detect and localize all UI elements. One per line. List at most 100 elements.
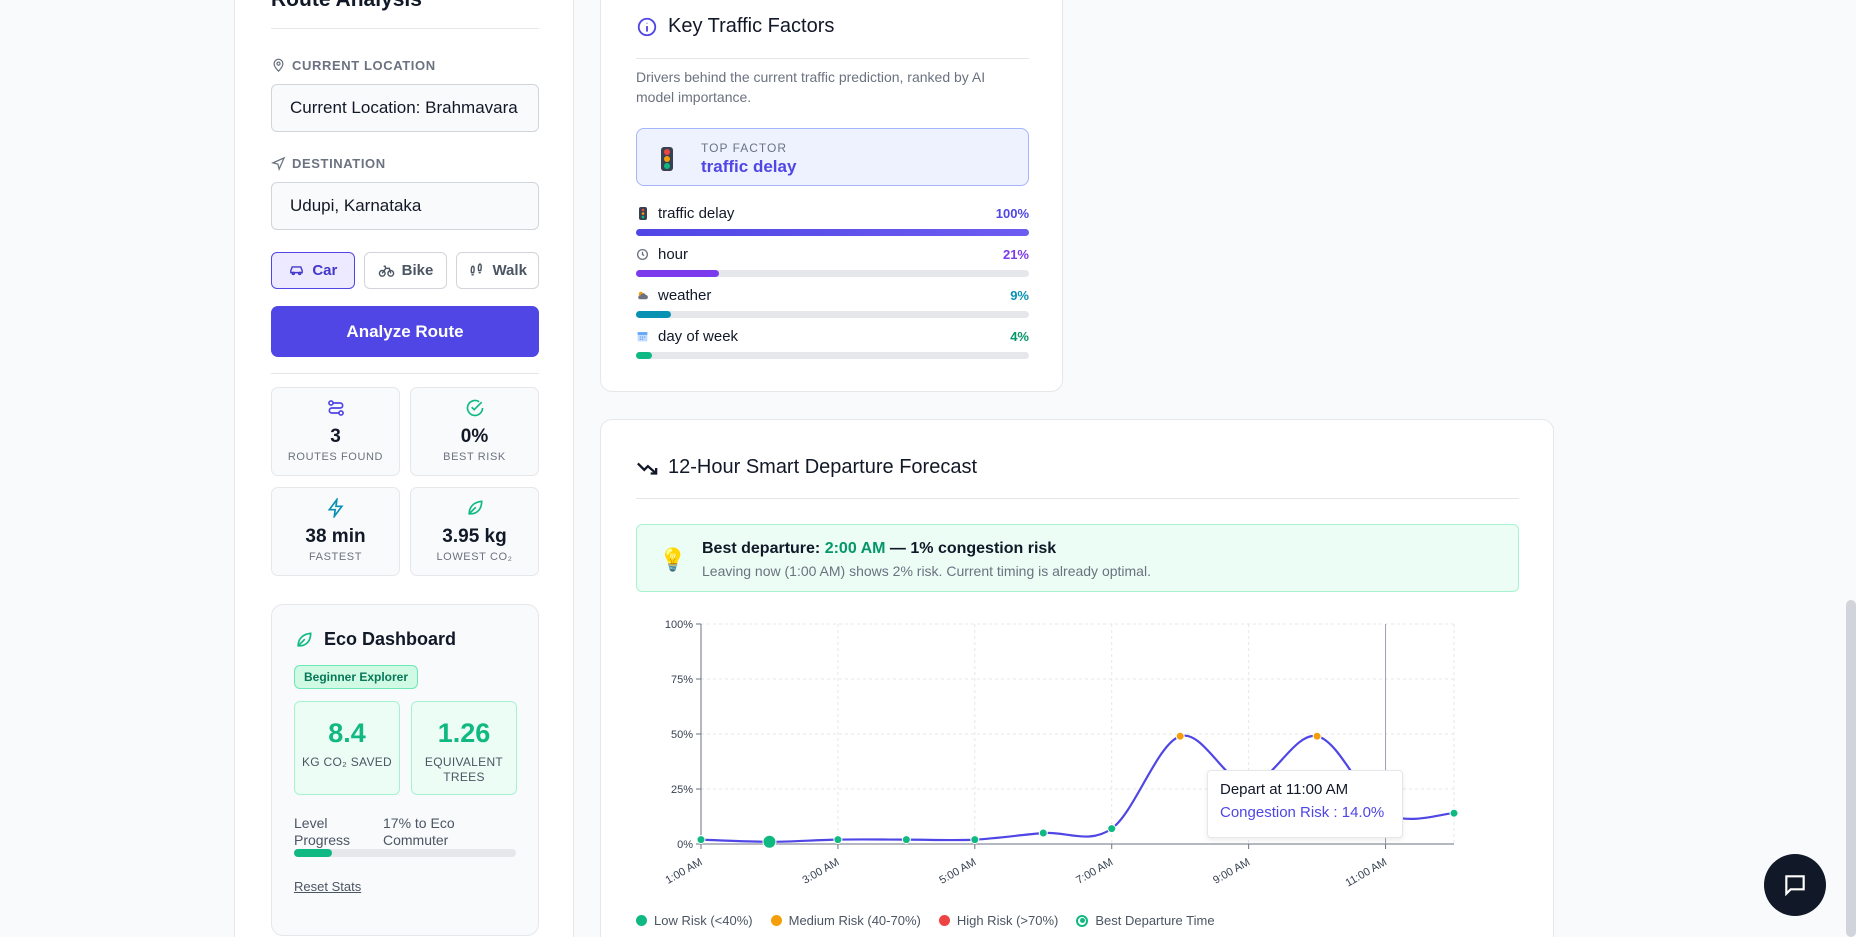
mode-walk-button[interactable]: Walk xyxy=(456,252,540,289)
leaf-icon xyxy=(297,631,312,647)
legend-label: Best Departure Time xyxy=(1095,913,1215,928)
data-point xyxy=(1312,731,1322,741)
data-point xyxy=(1107,824,1117,834)
bike-icon xyxy=(378,265,394,277)
departure-forecast-card: 12-Hour Smart Departure Forecast 💡 Best … xyxy=(600,419,1554,937)
data-point xyxy=(1449,808,1459,818)
reset-stats-link[interactable]: Reset Stats xyxy=(294,879,362,894)
y-tick-label: 100% xyxy=(665,619,693,631)
factor-row: day of week 4% xyxy=(636,326,1029,359)
factors-description: Drivers behind the current traffic predi… xyxy=(636,69,986,105)
legend-label: High Risk (>70%) xyxy=(956,913,1059,928)
traffic-light-icon xyxy=(636,206,649,220)
co2-saved-box: 8.4 KG CO₂ SAVED xyxy=(294,701,400,795)
y-tick-label: 25% xyxy=(671,784,693,796)
x-tick-label: 9:00 AM xyxy=(1211,856,1252,887)
route-icon xyxy=(327,400,344,416)
data-point xyxy=(1175,731,1185,741)
divider xyxy=(636,58,1029,59)
y-tick-label: 0% xyxy=(677,839,693,851)
pin-icon xyxy=(273,58,284,72)
destination-input[interactable]: Udupi, Karnataka xyxy=(271,182,539,230)
factor-bar-fill xyxy=(636,352,652,359)
destination-label: DESTINATION xyxy=(271,156,386,171)
data-point xyxy=(833,835,843,845)
travel-mode-selector: Car Bike Walk xyxy=(271,252,540,289)
info-icon xyxy=(637,17,657,36)
leaf-icon xyxy=(467,500,483,515)
legend-swatch xyxy=(770,915,782,926)
level-progress-fill xyxy=(294,849,332,857)
navigation-arrow-icon xyxy=(271,156,286,171)
chat-bubble-icon xyxy=(1785,875,1805,897)
clock-icon xyxy=(636,248,649,261)
eco-level-badge: Beginner Explorer xyxy=(294,665,419,689)
best-departure-point xyxy=(762,834,777,849)
current-location-label: CURRENT LOCATION xyxy=(271,58,436,73)
factor-bar xyxy=(636,270,1029,277)
calendar-icon xyxy=(636,330,649,343)
factor-bar-fill xyxy=(636,270,719,277)
trending-down-icon xyxy=(637,462,658,475)
factor-bar xyxy=(636,352,1029,359)
stat-routes-found: 3 ROUTES FOUND xyxy=(271,387,400,476)
trees-box: 1.26 EQUIVALENT TREES xyxy=(411,701,517,795)
divider xyxy=(636,498,1519,499)
scrollbar[interactable] xyxy=(1846,600,1856,937)
factor-bar xyxy=(636,311,1029,318)
factor-bar-fill xyxy=(636,311,672,318)
legend-swatch xyxy=(938,915,950,926)
chart-legend: Low Risk (<40%) Medium Risk (40-70%) High … xyxy=(636,913,1215,928)
x-tick-label: 3:00 AM xyxy=(800,856,841,887)
car-icon xyxy=(290,266,304,276)
mode-bike-button[interactable]: Bike xyxy=(363,252,448,289)
data-point xyxy=(901,835,911,845)
route-sidebar: Route Analysis CURRENT LOCATION Current … xyxy=(234,0,574,937)
level-progress-label: Level Progress xyxy=(294,815,351,848)
key-traffic-factors-card: Key Traffic Factors Drivers behind the c… xyxy=(600,0,1063,392)
legend-swatch xyxy=(1076,914,1089,927)
level-progress-text: 17% to Eco Commuter xyxy=(383,815,455,848)
x-tick-label: 7:00 AM xyxy=(1074,856,1115,887)
footprints-icon xyxy=(471,263,483,276)
check-circle-icon xyxy=(466,399,483,417)
legend-swatch xyxy=(636,915,647,926)
chart-tooltip: Depart at 11:00 AM Congestion Risk : 14.… xyxy=(1207,770,1403,838)
factor-row: hour 21% xyxy=(636,244,1029,277)
legend-item: Medium Risk (40-70%) xyxy=(770,913,921,928)
current-location-input[interactable]: Current Location: Brahmavara xyxy=(271,84,539,132)
chat-button[interactable] xyxy=(1764,854,1826,916)
legend-item: Low Risk (<40%) xyxy=(636,913,753,928)
legend-item: High Risk (>70%) xyxy=(938,913,1059,928)
sidebar-title: Route Analysis xyxy=(271,0,422,12)
eco-title: Eco Dashboard xyxy=(294,629,456,650)
y-tick-label: 75% xyxy=(671,674,693,686)
stat-best-risk: 0% BEST RISK xyxy=(410,387,539,476)
factor-bar-fill xyxy=(636,229,1029,236)
legend-item: Best Departure Time xyxy=(1076,913,1215,928)
forecast-title: 12-Hour Smart Departure Forecast xyxy=(636,456,977,479)
analyze-route-button[interactable]: Analyze Route xyxy=(271,306,539,357)
lightbulb-icon: 💡 xyxy=(659,547,687,572)
y-tick-label: 50% xyxy=(671,729,693,741)
data-point xyxy=(696,835,706,845)
legend-label: Medium Risk (40-70%) xyxy=(788,913,921,928)
divider xyxy=(271,28,539,29)
stat-lowest-co2: 3.95 kg LOWEST CO₂ xyxy=(410,487,539,576)
level-progress-bar xyxy=(294,849,516,857)
mode-car-button[interactable]: Car xyxy=(271,252,355,289)
stat-fastest: 38 min FASTEST xyxy=(271,487,400,576)
data-point xyxy=(970,835,980,845)
top-factor-box: TOP FACTOR traffic delay xyxy=(636,128,1029,186)
factor-row: weather 9% xyxy=(636,285,1029,318)
data-point xyxy=(1038,828,1048,838)
x-tick-label: 5:00 AM xyxy=(937,856,978,887)
forecast-chart[interactable]: 0% 25% 50% 75% 100% 1:00 AM 3:00 AM 5:00 AM 7:00… xyxy=(654,610,1504,910)
cloud-sun-icon xyxy=(636,289,649,302)
factor-bar xyxy=(636,229,1029,236)
x-tick-label: 11:00 AM xyxy=(1343,856,1389,889)
eco-dashboard: Eco Dashboard Beginner Explorer 8.4 KG C… xyxy=(271,604,539,936)
legend-label: Low Risk (<40%) xyxy=(654,913,753,928)
factors-title: Key Traffic Factors xyxy=(636,15,834,38)
x-tick-label: 1:00 AM xyxy=(664,856,705,887)
